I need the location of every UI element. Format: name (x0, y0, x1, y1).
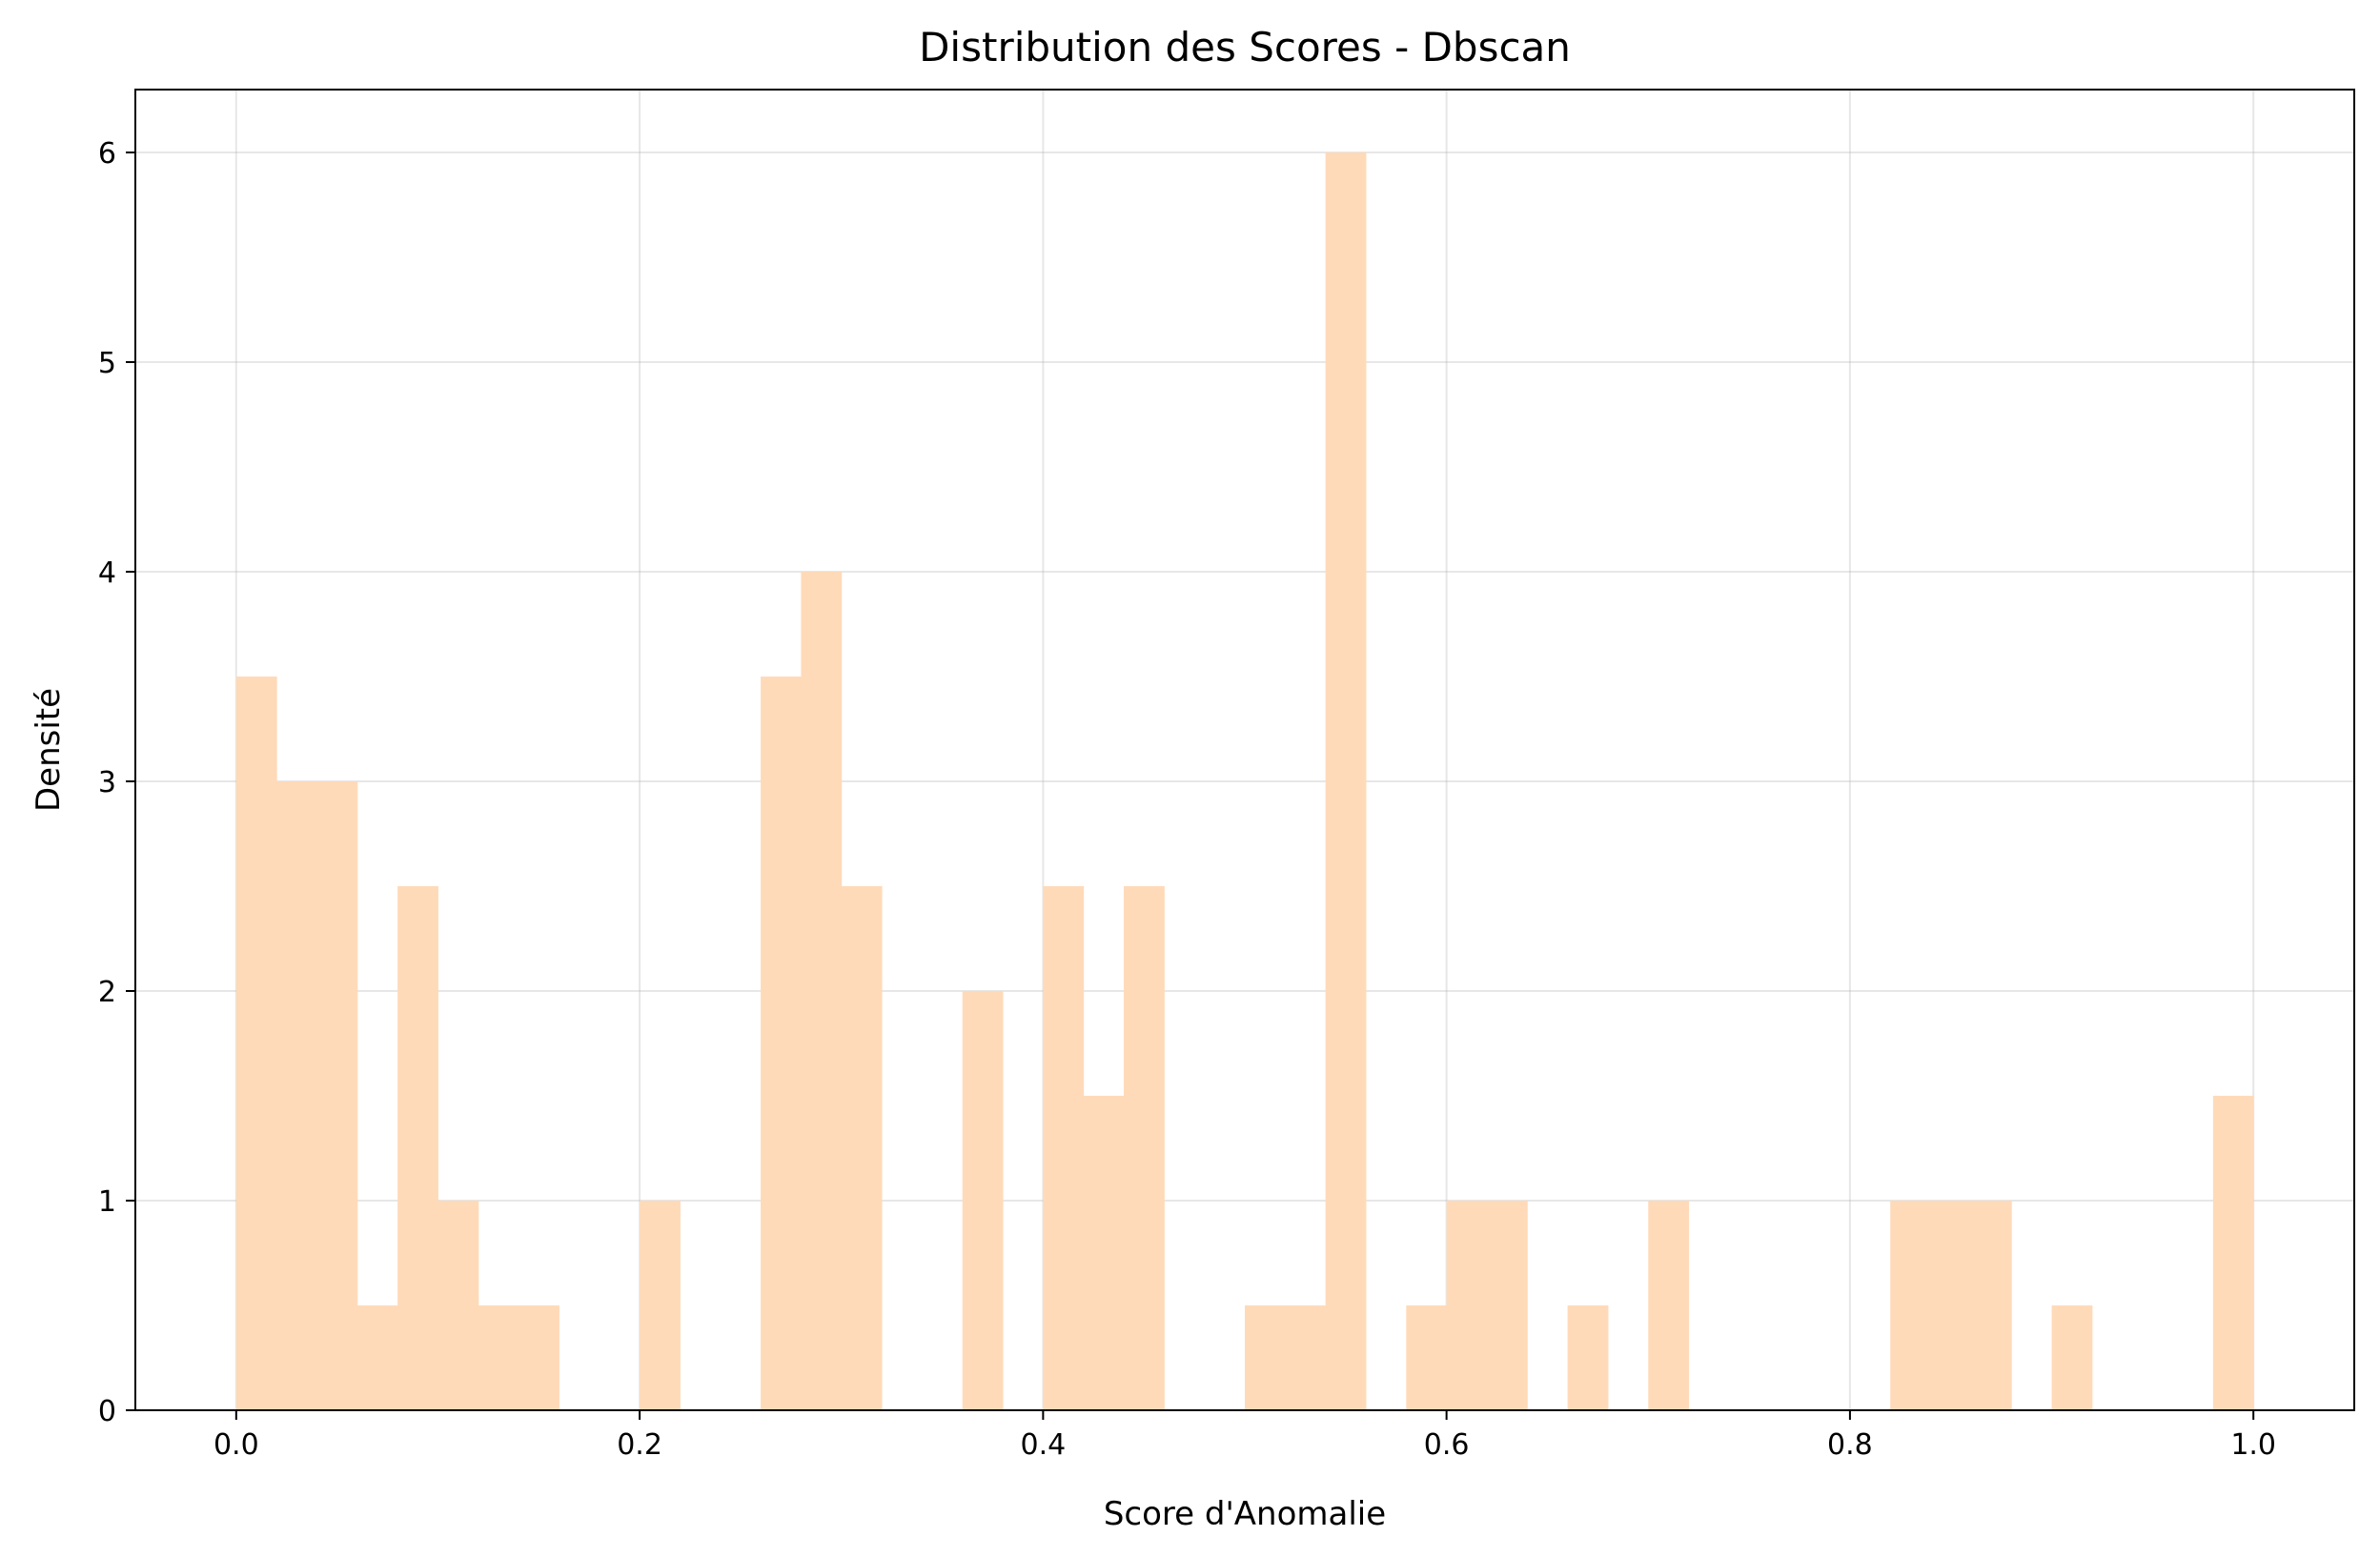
y-tick-label: 6 (98, 137, 116, 171)
histogram-bar (962, 991, 1004, 1410)
histogram-bar (356, 1305, 398, 1410)
histogram-bar (1567, 1305, 1609, 1410)
histogram-bar (276, 781, 317, 1410)
histogram-bar (1970, 1201, 2012, 1410)
y-axis-ticks: 0 1 2 3 4 5 6 (98, 137, 135, 1428)
y-tick-label: 5 (98, 347, 116, 380)
histogram-bar (2051, 1305, 2093, 1410)
y-tick-label: 1 (98, 1185, 116, 1219)
x-tick-label: 1.0 (2230, 1428, 2276, 1462)
histogram-bar (1930, 1201, 1972, 1410)
y-tick-label: 0 (98, 1395, 116, 1428)
histogram-bar (1648, 1201, 1690, 1410)
histogram-bar (519, 1305, 559, 1410)
x-tick-label: 0.8 (1827, 1428, 1873, 1462)
histogram-bar (1486, 1201, 1528, 1410)
x-tick-label: 0.0 (214, 1428, 259, 1462)
x-tick-label: 0.2 (617, 1428, 662, 1462)
histogram-bar (761, 677, 802, 1410)
histogram-bar (478, 1305, 519, 1410)
x-tick-label: 0.6 (1424, 1428, 1470, 1462)
histogram-bar (235, 677, 277, 1410)
histogram-bar (1325, 152, 1367, 1410)
y-tick-label: 3 (98, 766, 116, 799)
histogram-bar (1124, 886, 1165, 1410)
histogram-bar (1285, 1305, 1327, 1410)
histogram-bar (437, 1201, 479, 1410)
y-tick-label: 4 (98, 556, 116, 590)
histogram-bar (1245, 1305, 1286, 1410)
histogram-bar (1083, 1096, 1125, 1410)
histogram-bar (1446, 1201, 1488, 1410)
histogram-bar (316, 781, 358, 1410)
histogram-bar (1406, 1305, 1448, 1410)
x-axis-title: Score d'Anomalie (1104, 1495, 1386, 1533)
x-axis-ticks: 0.0 0.2 0.4 0.6 0.8 1.0 (214, 1410, 2276, 1462)
histogram-bar (640, 1201, 681, 1410)
histogram-bar (801, 572, 843, 1410)
histogram-bar (2212, 1096, 2254, 1410)
y-tick-label: 2 (98, 976, 116, 1009)
x-tick-label: 0.4 (1021, 1428, 1067, 1462)
histogram-bar (1043, 886, 1085, 1410)
histogram-bar (397, 886, 438, 1410)
histogram-bar (841, 886, 883, 1410)
chart-title: Distribution des Scores - Dbscan (919, 24, 1571, 71)
plot-frame (134, 89, 2355, 1411)
histogram-bar (1890, 1201, 1932, 1410)
histogram-bars (235, 152, 2254, 1410)
y-axis-title: Densité (30, 688, 68, 812)
